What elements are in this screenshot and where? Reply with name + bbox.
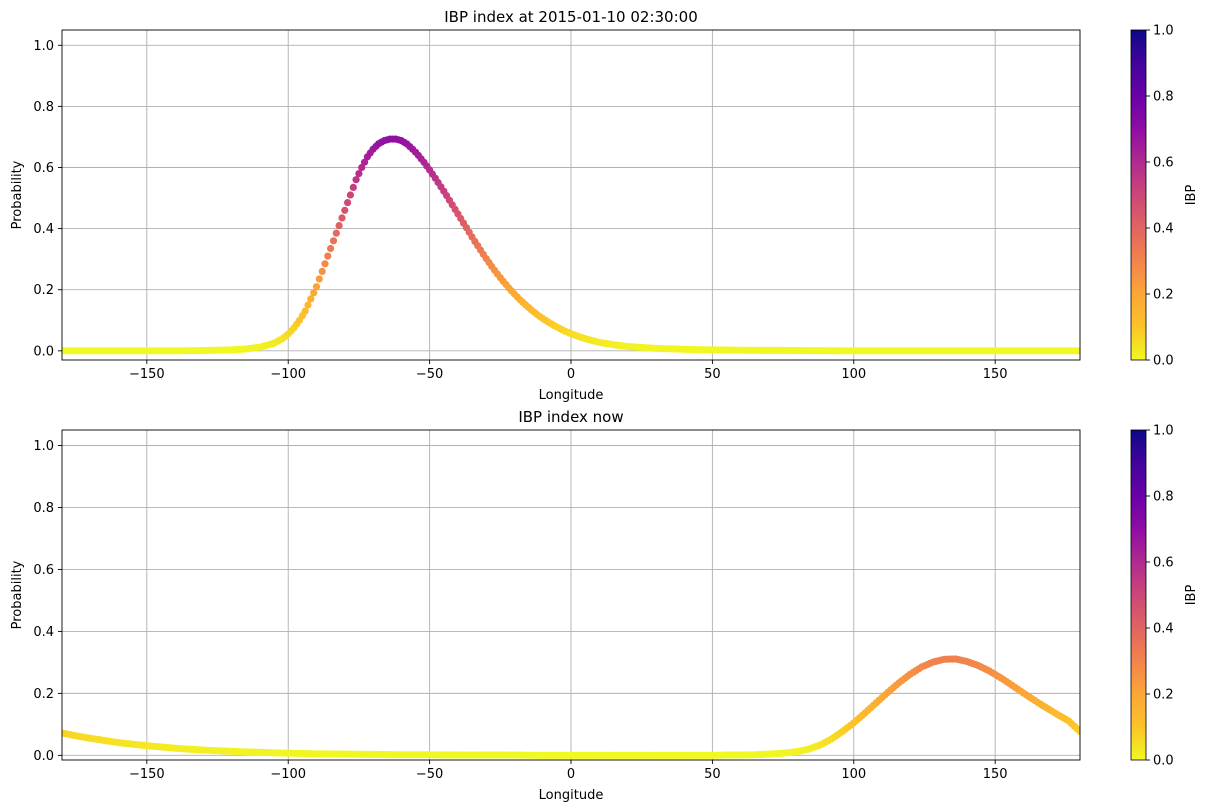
data-point: [344, 199, 352, 207]
y-tick-label: 0.2: [33, 687, 54, 702]
y-tick-label: 0.4: [33, 222, 54, 237]
y-tick-label: 0.2: [33, 283, 54, 298]
colorbar-label: IBP: [1184, 585, 1199, 606]
y-tick-label: 0.0: [33, 344, 54, 359]
data-point: [346, 191, 354, 199]
scatter-points: [62, 135, 1080, 355]
data-point: [327, 244, 335, 253]
x-axis-label: Longitude: [539, 388, 604, 403]
bottom-scatter-panel: −150 −100 −50 0 50 100 150 0.0 0.2 0.4 0.6 0.8 1.0 IB…: [10, 408, 1199, 803]
x-tick-label: 0: [567, 767, 575, 782]
y-axis-label: Probability: [10, 160, 25, 229]
y-axis-label: Probability: [10, 560, 25, 629]
y-tick-label: 0.6: [33, 563, 54, 578]
x-tick-label: −50: [416, 367, 443, 382]
chart-title: IBP index at 2015-01-10 02:30:00: [444, 8, 697, 26]
data-point: [321, 260, 329, 268]
x-tick-label: 150: [983, 767, 1008, 782]
x-tick-label: 100: [841, 367, 866, 382]
y-tick-label: 0.8: [33, 501, 54, 516]
colorbar-tick-label: 0.0: [1153, 754, 1174, 769]
x-tick-label: 150: [983, 367, 1008, 382]
colorbar-tick-label: 0.8: [1153, 90, 1174, 105]
data-point: [304, 301, 312, 309]
data-point: [329, 237, 338, 245]
colorbar: [1130, 429, 1147, 761]
x-tick-label: −150: [129, 367, 165, 382]
colorbar-tick-label: 0.2: [1153, 688, 1174, 703]
data-point: [301, 307, 309, 315]
x-tick-label: −100: [270, 367, 306, 382]
data-point: [324, 252, 332, 260]
colorbar-tick-label: 0.4: [1153, 622, 1174, 637]
x-tick-label: 50: [704, 767, 721, 782]
data-point: [310, 289, 318, 297]
data-point: [315, 275, 323, 283]
colorbar-tick-label: 0.6: [1153, 556, 1174, 571]
top-scatter-panel: −150 −100 −50 0 50 100 150 0.0 0.2 0.4 0.6 0.8 1.0 IB…: [10, 8, 1199, 403]
scatter-points: [62, 655, 1080, 760]
x-tick-label: 0: [567, 367, 575, 382]
data-point: [341, 206, 349, 214]
y-tick-label: 0.0: [33, 749, 54, 764]
data-point: [352, 176, 360, 184]
data-point: [332, 229, 340, 237]
x-tick-label: −50: [416, 767, 443, 782]
y-tick-label: 0.6: [33, 161, 54, 176]
colorbar-tick-label: 0.2: [1153, 288, 1174, 303]
x-tick-label: −100: [270, 767, 306, 782]
data-point: [1076, 347, 1080, 355]
y-tick-label: 1.0: [33, 439, 54, 454]
x-tick-label: 100: [841, 767, 866, 782]
chart-title: IBP index now: [518, 408, 623, 426]
data-point: [355, 170, 363, 178]
data-point: [358, 163, 366, 172]
colorbar-tick-label: 0.0: [1153, 354, 1174, 369]
y-tick-label: 0.8: [33, 100, 54, 115]
data-point: [312, 283, 321, 291]
x-tick-label: −150: [129, 767, 165, 782]
data-point: [335, 222, 343, 230]
x-tick-label: 50: [704, 367, 721, 382]
data-point: [1076, 727, 1080, 736]
colorbar-tick-label: 0.6: [1153, 156, 1174, 171]
colorbar-tick-label: 0.8: [1153, 490, 1174, 505]
colorbar: [1130, 29, 1147, 361]
x-axis-label: Longitude: [539, 788, 604, 803]
colorbar-label: IBP: [1184, 185, 1199, 206]
data-point: [307, 295, 315, 303]
colorbar-tick-label: 0.4: [1153, 222, 1174, 237]
data-point: [349, 183, 357, 191]
y-tick-label: 1.0: [33, 39, 54, 54]
data-point: [361, 158, 369, 166]
data-point: [318, 267, 326, 275]
data-point: [338, 214, 346, 222]
colorbar-tick-label: 1.0: [1153, 24, 1174, 39]
colorbar-tick-label: 1.0: [1153, 424, 1174, 439]
y-tick-label: 0.4: [33, 625, 54, 640]
